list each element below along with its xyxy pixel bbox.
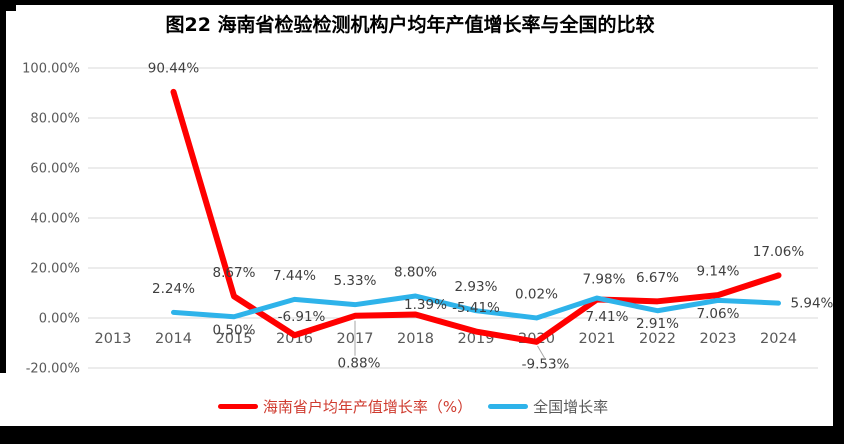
legend-item-hainan: 海南省户均年产值增长率（%） [217,396,473,417]
data-label: 5.33% [334,273,377,289]
chart-legend: 海南省户均年产值增长率（%） 全国增长率 [0,395,826,417]
x-tick-label: 2022 [639,331,676,347]
data-label: 7.98% [583,272,626,288]
data-label: 8.80% [394,265,437,281]
y-tick-label: 100.00% [22,62,80,77]
page-border-top [0,0,844,5]
data-label: 0.88% [338,355,381,371]
y-tick-label: -20.00% [26,362,80,377]
y-tick-label: 40.00% [30,212,80,227]
data-label: 7.41% [586,309,629,325]
page-border-corner-block [0,0,16,11]
data-label: 9.14% [697,264,740,280]
data-label: 0.50% [213,322,256,338]
legend-swatch-blue-line [488,403,529,409]
x-tick-label: 2018 [397,331,434,347]
legend-item-national: 全国增长率 [488,396,608,417]
page-border-bottom [0,426,844,444]
y-tick-label: 80.00% [30,112,80,127]
data-label: 2.93% [455,279,498,295]
data-label: 7.44% [273,268,316,284]
y-tick-label: 60.00% [30,162,80,177]
y-tick-label: 20.00% [30,262,80,277]
data-label: 2.91% [636,316,679,332]
series-line-0 [170,88,782,345]
x-tick-label: 2013 [95,331,132,347]
page-border-left [0,0,6,373]
data-label: -5.41% [452,300,500,316]
x-tick-label: 2014 [155,331,192,347]
data-label: 6.67% [636,270,679,286]
label-leader-line [537,345,545,359]
data-label: -6.91% [278,309,326,325]
x-tick-label: 2021 [579,331,616,347]
legend-label-national: 全国增长率 [533,397,609,416]
data-label: 17.06% [753,244,805,260]
y-tick-label: 0.00% [39,312,80,327]
page-border-right [833,0,844,444]
x-tick-label: 2023 [700,331,737,347]
legend-label-hainan: 海南省户均年产值增长率（%） [262,397,473,416]
data-label: 2.24% [152,281,195,297]
data-label: -9.53% [522,356,570,372]
data-label: 1.39% [404,297,447,313]
data-label: 5.94% [791,296,834,312]
series-line-1 [171,293,781,321]
x-tick-label: 2024 [760,331,797,347]
chart-title: 图22 海南省检验检测机构户均年产值增长率与全国的比较 [165,14,655,36]
data-label: 7.06% [697,306,740,322]
data-label: 0.02% [515,286,558,302]
data-label: 8.67% [213,265,256,281]
x-tick-label: 2015 [216,331,253,347]
data-label: 90.44% [148,60,200,76]
legend-swatch-red-line [217,403,258,409]
